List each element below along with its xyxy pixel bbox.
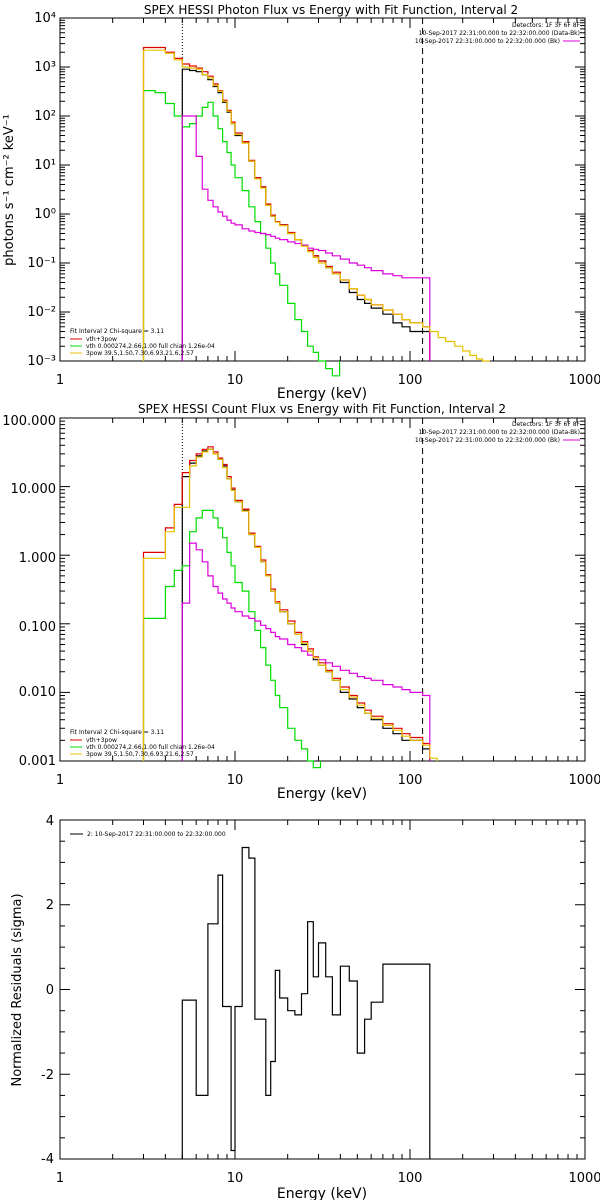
series-bk xyxy=(142,448,438,761)
residual-series-group xyxy=(181,846,431,1159)
count-legend-fit: Fit Interval 2 Chi-square = 3.11 xyxy=(70,729,164,736)
count-x-axis-label: Energy (keV) xyxy=(277,786,367,802)
count-legend-vth3pow: vth+3pow xyxy=(86,737,117,744)
photon-x-tick-label: 100 xyxy=(398,373,423,388)
photon-x-ticks xyxy=(59,18,578,361)
series-3pow xyxy=(181,542,431,761)
photon-y-tick-label: 10² xyxy=(34,109,56,124)
photon-y-tick-label: 10⁻¹ xyxy=(27,256,56,271)
count-y-tick-label: 0.010 xyxy=(19,685,56,700)
residual-x-ticks xyxy=(59,820,578,1159)
photon-flux-panel: SPEX HESSI Photon Flux vs Energy with Fi… xyxy=(2,3,600,402)
photon-y-axis-label: photons s⁻¹ cm⁻² keV⁻¹ xyxy=(2,114,17,266)
residual-y-tick-label: -2 xyxy=(41,1068,54,1083)
photon-x-tick-label: 10 xyxy=(227,373,244,388)
count-plot-frame xyxy=(59,417,586,762)
count-y-tick-label: 0.100 xyxy=(19,620,56,635)
count-x-tick-label: 1000 xyxy=(568,773,600,788)
count-y-tick-label: 100.000 xyxy=(2,414,56,429)
photon-legend-vth3pow: vth+3pow xyxy=(86,336,117,343)
count-y-tick-label: 0.001 xyxy=(19,754,56,769)
residual-x-axis-label: Energy (keV) xyxy=(277,1186,367,1200)
series-bk xyxy=(142,49,490,362)
residual-y-tick-label: 4 xyxy=(46,814,54,829)
photon-legend-detectors: Detectors: 1F 3F 6F 8F xyxy=(512,22,581,29)
residual-y-ticks xyxy=(60,819,585,1160)
photon-x-tick-label: 1000 xyxy=(568,373,600,388)
photon-panel-title: SPEX HESSI Photon Flux vs Energy with Fi… xyxy=(144,3,518,17)
series-2-10-sep-2017-22-31-00-000-to-22-32-00-000 xyxy=(181,846,431,1159)
series-data-bk xyxy=(181,448,431,761)
photon-y-tick-label: 10¹ xyxy=(34,158,56,173)
series-vth xyxy=(142,509,322,769)
residual-x-tick-label: 1000 xyxy=(568,1171,600,1186)
photon-series-group xyxy=(142,46,490,377)
photon-legend-data-bk: 10-Sep-2017 22:31:00.000 to 22:32:00.000… xyxy=(419,30,580,37)
residual-y-axis-label: Normalized Residuals (sigma) xyxy=(10,893,25,1086)
photon-legend-3pow: 3pow 39.5,1.50,7.30,6.93,21.6,2.57 xyxy=(86,350,194,357)
photon-y-tick-label: 10³ xyxy=(34,60,56,75)
count-legend-vth: vth 0.000274,2.66,1.00 full chian 1.26e-… xyxy=(86,744,215,751)
count-x-tick-label: 10 xyxy=(227,773,244,788)
residual-x-tick-label: 10 xyxy=(227,1171,244,1186)
photon-y-tick-label: 10⁻² xyxy=(27,305,56,320)
residual-y-tick-label: 0 xyxy=(46,983,54,998)
residual-plot-frame xyxy=(59,819,586,1160)
photon-y-ticks xyxy=(60,19,585,362)
count-x-tick-label: 100 xyxy=(398,773,423,788)
photon-y-tick-label: 10⁰ xyxy=(34,207,56,222)
residuals-panel: 1 10 100 1000 -4 -2 0 2 4 Energy (keV) N… xyxy=(10,814,600,1200)
count-panel-title: SPEX HESSI Count Flux vs Energy with Fit… xyxy=(138,402,506,416)
photon-legend-fit: Fit Interval 2 Chi-square = 3.11 xyxy=(70,328,164,335)
count-y-tick-label: 1.000 xyxy=(19,551,56,566)
count-x-tick-label: 1 xyxy=(56,773,64,788)
photon-y-tick-label: 10⁻³ xyxy=(27,354,56,369)
residual-y-tick-label: -4 xyxy=(41,1152,54,1167)
count-legend-3pow: 3pow 39.5,1.50,7.30,6.93,21.6,2.57 xyxy=(86,751,194,758)
count-series-group xyxy=(142,446,438,769)
series-vth xyxy=(142,90,341,377)
residual-legend: 2: 10-Sep-2017 22:31:00.000 to 22:32:00.… xyxy=(87,831,226,838)
series-3pow xyxy=(181,115,431,361)
photon-legend-vth: vth 0.000274,2.66,1.00 full chian 1.26e-… xyxy=(86,343,215,350)
photon-plot-frame xyxy=(59,17,586,362)
count-flux-panel: SPEX HESSI Count Flux vs Energy with Fit… xyxy=(2,402,600,802)
count-x-ticks xyxy=(59,418,578,761)
photon-x-axis-label: Energy (keV) xyxy=(277,386,367,402)
count-legend-bk: 10-Sep-2017 22:31:00.000 to 22:32:00.000… xyxy=(415,437,560,444)
count-y-tick-label: 10.000 xyxy=(11,482,57,497)
series-vth-3pow xyxy=(142,446,431,761)
count-legend-detectors: Detectors: 1F 3F 6F 8F xyxy=(512,421,581,428)
residual-x-tick-label: 100 xyxy=(398,1171,423,1186)
photon-x-tick-label: 1 xyxy=(56,373,64,388)
count-legend-data-bk: 10-Sep-2017 22:31:00.000 to 22:32:00.000… xyxy=(419,429,580,436)
series-data-bk xyxy=(181,68,431,361)
count-y-ticks xyxy=(60,420,585,762)
photon-legend-bk: 10-Sep-2017 22:31:00.000 to 22:32:00.000… xyxy=(415,38,560,45)
residual-y-tick-label: 2 xyxy=(46,898,54,913)
residual-x-tick-label: 1 xyxy=(56,1171,64,1186)
photon-y-tick-label: 10⁴ xyxy=(34,11,56,26)
